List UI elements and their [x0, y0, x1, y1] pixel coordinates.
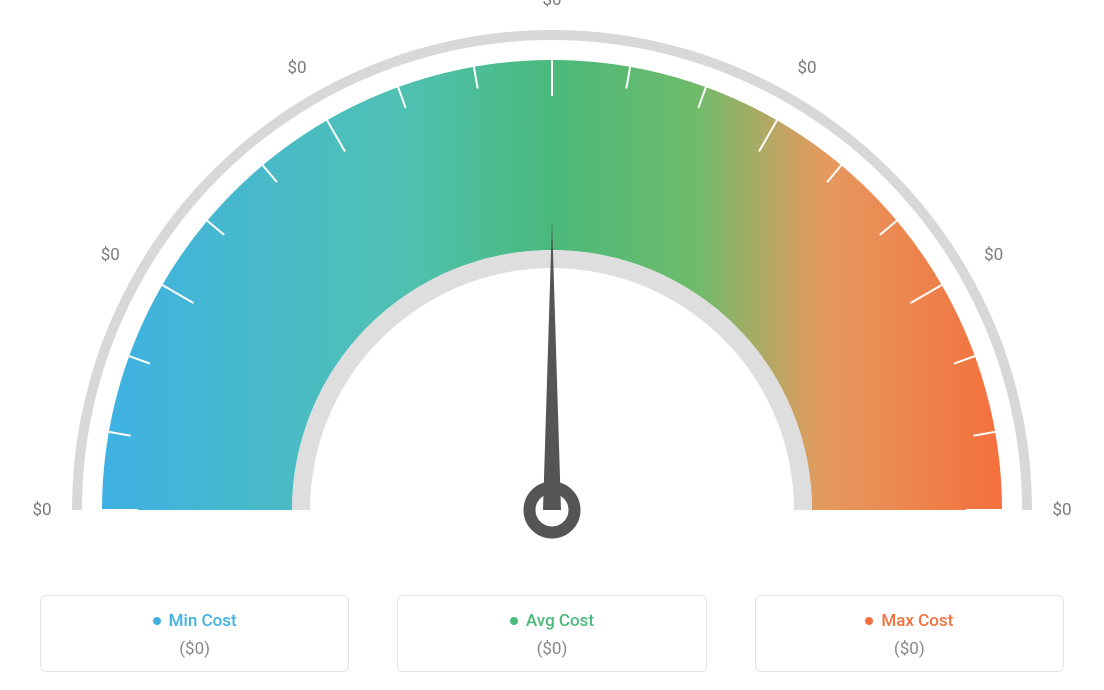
legend-value-min: ($0) [61, 639, 328, 659]
gauge-tick-label: $0 [101, 245, 120, 265]
dot-icon [510, 617, 518, 625]
gauge-tick-label: $0 [984, 245, 1003, 265]
legend-card-avg: Avg Cost ($0) [397, 595, 706, 672]
legend-title-max: Max Cost [865, 611, 953, 631]
gauge-tick-label: $0 [1052, 500, 1071, 520]
legend-value-max: ($0) [776, 639, 1043, 659]
dot-icon [153, 617, 161, 625]
legend-title-min: Min Cost [153, 611, 237, 631]
gauge-tick-label: $0 [797, 58, 816, 78]
gauge-tick-label: $0 [287, 58, 306, 78]
gauge-svg [0, 0, 1104, 560]
dot-icon [865, 617, 873, 625]
legend-title-text: Max Cost [881, 611, 953, 631]
legend-title-text: Avg Cost [526, 611, 594, 631]
legend-value-avg: ($0) [418, 639, 685, 659]
legend-title-text: Min Cost [169, 611, 237, 631]
legend-title-avg: Avg Cost [510, 611, 594, 631]
gauge-tick-label: $0 [542, 0, 561, 10]
gauge-tick-label: $0 [32, 500, 51, 520]
legend-card-min: Min Cost ($0) [40, 595, 349, 672]
legend-row: Min Cost ($0) Avg Cost ($0) Max Cost ($0… [0, 595, 1104, 672]
legend-card-max: Max Cost ($0) [755, 595, 1064, 672]
gauge-chart: $0 $0 $0 $0 $0 $0 $0 [0, 0, 1104, 560]
